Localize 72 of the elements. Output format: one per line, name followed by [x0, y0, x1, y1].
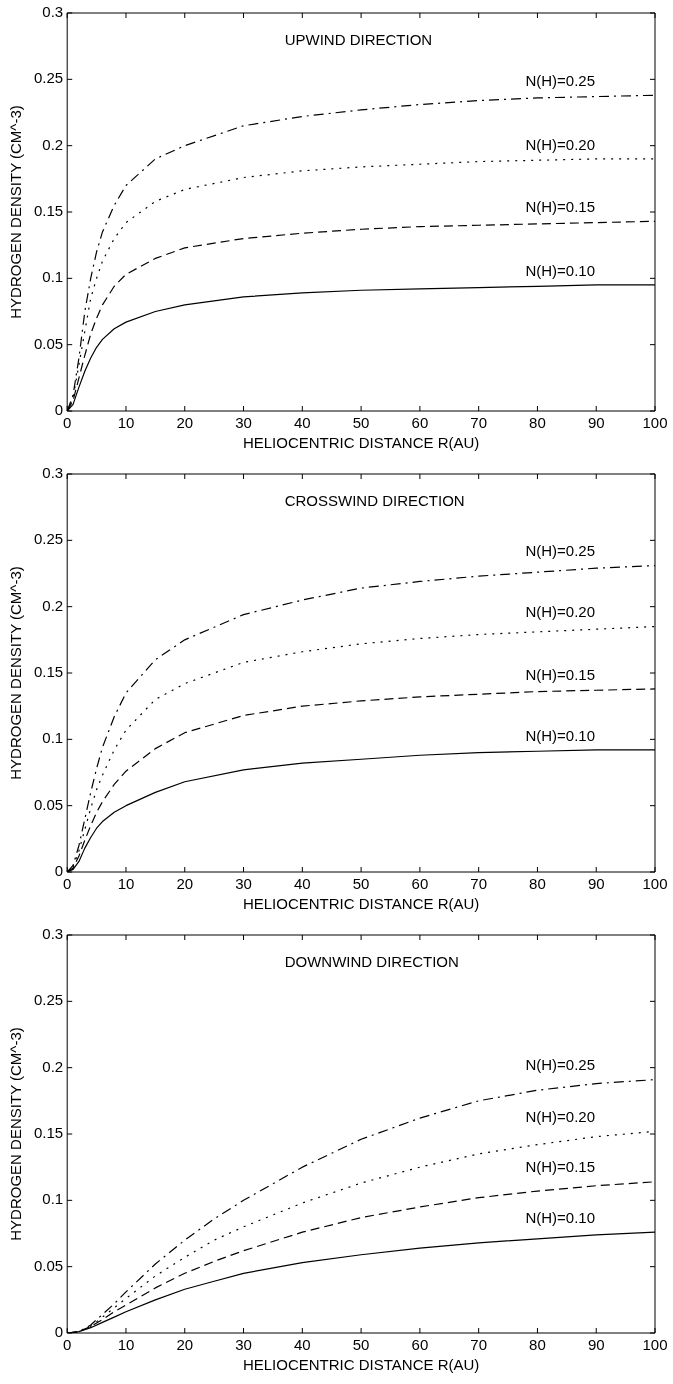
series-label: N(H)=0.10: [525, 1208, 595, 1226]
series-label: N(H)=0.20: [525, 135, 595, 153]
x-tick-label: 40: [293, 875, 311, 893]
x-tick-label: 80: [529, 875, 546, 893]
y-tick-label: 0.25: [33, 530, 64, 548]
x-tick-label: 90: [587, 1336, 605, 1354]
y-tick-label: 0.3: [42, 464, 64, 482]
x-axis-title: HELIOCENTRIC DISTANCE R(AU): [242, 434, 480, 452]
y-tick-label: 0.15: [33, 663, 64, 681]
y-tick-label: 0.05: [33, 1256, 64, 1274]
x-tick-label: 10: [117, 414, 135, 432]
series-label: N(H)=0.10: [525, 726, 595, 744]
x-tick-label: 30: [235, 875, 252, 893]
x-tick-label: 60: [411, 414, 429, 432]
y-tick-label: 0: [54, 862, 64, 880]
x-tick-label: 70: [470, 875, 487, 893]
y-tick-label: 0.1: [42, 1190, 64, 1208]
y-tick-label: 0.1: [42, 729, 64, 747]
x-axis-title: HELIOCENTRIC DISTANCE R(AU): [242, 895, 480, 913]
x-axis-title: HELIOCENTRIC DISTANCE R(AU): [242, 1356, 480, 1374]
y-tick-label: 0: [54, 401, 64, 419]
x-tick-label: 40: [293, 414, 311, 432]
y-axis-title: HYDROGEN DENSITY (CM^-3): [7, 566, 25, 780]
x-tick-label: 80: [529, 1336, 546, 1354]
x-tick-label: 20: [176, 414, 194, 432]
y-axis-title: HYDROGEN DENSITY (CM^-3): [7, 1027, 25, 1241]
y-tick-label: 0.3: [42, 3, 64, 21]
y-axis-title: HYDROGEN DENSITY (CM^-3): [7, 105, 25, 319]
x-tick-label: 30: [235, 1336, 252, 1354]
x-tick-label: 50: [352, 414, 370, 432]
series-label: N(H)=0.20: [525, 603, 595, 621]
series-label: N(H)=0.25: [525, 1056, 595, 1074]
text: DOWNWIND DIRECTION: [284, 952, 459, 970]
x-tick-label: 10: [117, 1336, 135, 1354]
series-label: N(H)=0.15: [525, 1158, 595, 1176]
y-tick-label: 0.2: [42, 596, 64, 614]
x-tick-label: 90: [587, 875, 605, 893]
series-label: N(H)=0.15: [525, 197, 595, 215]
x-tick-label: 100: [642, 875, 668, 893]
y-tick-label: 0.3: [42, 925, 64, 943]
x-tick-label: 100: [642, 414, 668, 432]
x-tick-label: 50: [352, 875, 370, 893]
x-tick-label: 20: [176, 1336, 194, 1354]
x-tick-label: 40: [293, 1336, 311, 1354]
x-tick-label: 70: [470, 414, 487, 432]
x-tick-label: 70: [470, 1336, 487, 1354]
y-tick-label: 0.2: [42, 1057, 64, 1075]
series-label: N(H)=0.25: [525, 71, 595, 89]
y-tick-label: 0.05: [33, 795, 64, 813]
y-tick-label: 0: [54, 1323, 64, 1341]
x-tick-label: 60: [411, 1336, 429, 1354]
y-tick-label: 0.15: [33, 202, 64, 220]
text: UPWIND DIRECTION: [284, 30, 433, 48]
y-tick-label: 0.1: [42, 268, 64, 286]
series-label: N(H)=0.25: [525, 542, 595, 560]
x-tick-label: 30: [235, 414, 252, 432]
y-tick-label: 0.25: [33, 69, 64, 87]
x-tick-label: 60: [411, 875, 429, 893]
x-tick-label: 90: [587, 414, 605, 432]
series-label: N(H)=0.10: [525, 261, 595, 279]
x-tick-label: 10: [117, 875, 135, 893]
y-tick-label: 0.05: [33, 334, 64, 352]
x-tick-label: 50: [352, 1336, 370, 1354]
text: CROSSWIND DIRECTION: [284, 491, 465, 509]
y-tick-label: 0.15: [33, 1124, 64, 1142]
x-tick-label: 80: [529, 414, 546, 432]
series-label: N(H)=0.20: [525, 1107, 595, 1125]
series-label: N(H)=0.15: [525, 665, 595, 683]
x-tick-label: 100: [642, 1336, 668, 1354]
y-tick-label: 0.2: [42, 135, 64, 153]
x-tick-label: 20: [176, 875, 194, 893]
y-tick-label: 0.25: [33, 991, 64, 1009]
